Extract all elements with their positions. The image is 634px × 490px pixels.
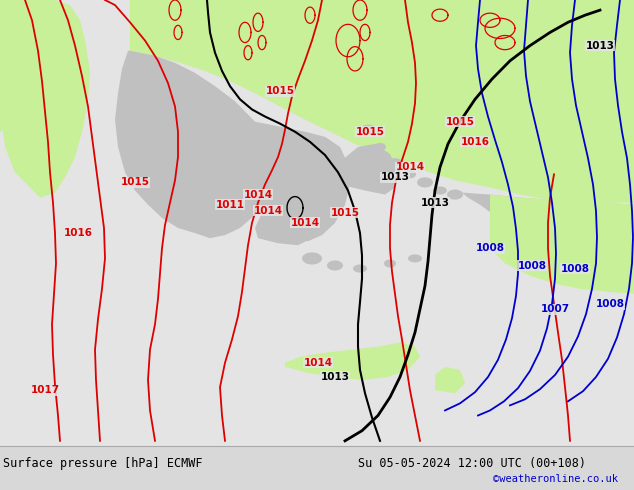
Polygon shape <box>360 124 376 135</box>
Text: 1014: 1014 <box>304 358 333 368</box>
Polygon shape <box>353 265 367 272</box>
Text: 1014: 1014 <box>243 190 273 199</box>
Text: 1015: 1015 <box>266 86 295 96</box>
Polygon shape <box>0 0 90 197</box>
Text: 1007: 1007 <box>540 304 569 314</box>
Text: 1015: 1015 <box>356 127 384 137</box>
Text: 1015: 1015 <box>330 208 359 218</box>
Text: 1008: 1008 <box>595 299 624 309</box>
Polygon shape <box>490 195 634 294</box>
Polygon shape <box>435 367 465 393</box>
Text: 1013: 1013 <box>321 372 349 382</box>
Polygon shape <box>321 189 335 196</box>
Text: 1008: 1008 <box>517 261 547 270</box>
Polygon shape <box>340 144 398 195</box>
Polygon shape <box>447 190 463 199</box>
Text: 1013: 1013 <box>420 197 450 208</box>
Polygon shape <box>344 170 356 178</box>
Polygon shape <box>462 193 634 251</box>
Polygon shape <box>255 191 318 245</box>
Text: 1016: 1016 <box>63 228 93 238</box>
Polygon shape <box>384 259 396 268</box>
Text: Su 05-05-2024 12:00 UTC (00+108): Su 05-05-2024 12:00 UTC (00+108) <box>358 457 586 469</box>
Text: 1015: 1015 <box>446 117 474 126</box>
Text: 1008: 1008 <box>560 264 590 273</box>
Text: ©weatheronline.co.uk: ©weatheronline.co.uk <box>493 474 618 484</box>
Text: 1015: 1015 <box>120 177 150 187</box>
Text: 1008: 1008 <box>476 244 505 253</box>
Polygon shape <box>302 252 322 265</box>
Polygon shape <box>0 96 18 132</box>
Text: Surface pressure [hPa] ECMWF: Surface pressure [hPa] ECMWF <box>3 457 203 469</box>
Polygon shape <box>408 254 422 263</box>
Polygon shape <box>115 50 270 238</box>
Text: 1011: 1011 <box>216 200 245 210</box>
Polygon shape <box>285 343 420 380</box>
Polygon shape <box>245 122 350 241</box>
Polygon shape <box>374 143 386 151</box>
Polygon shape <box>327 261 343 270</box>
Text: 1014: 1014 <box>254 206 283 216</box>
Text: 1014: 1014 <box>290 218 320 228</box>
Polygon shape <box>404 170 416 178</box>
Polygon shape <box>433 187 447 195</box>
Polygon shape <box>0 20 30 101</box>
Polygon shape <box>130 0 634 203</box>
Text: 1014: 1014 <box>396 162 425 172</box>
Text: 1013: 1013 <box>380 172 410 182</box>
Text: 1016: 1016 <box>460 137 489 147</box>
Polygon shape <box>417 177 433 188</box>
Text: 1017: 1017 <box>30 385 60 395</box>
Polygon shape <box>388 158 402 166</box>
Text: 1013: 1013 <box>586 41 614 50</box>
